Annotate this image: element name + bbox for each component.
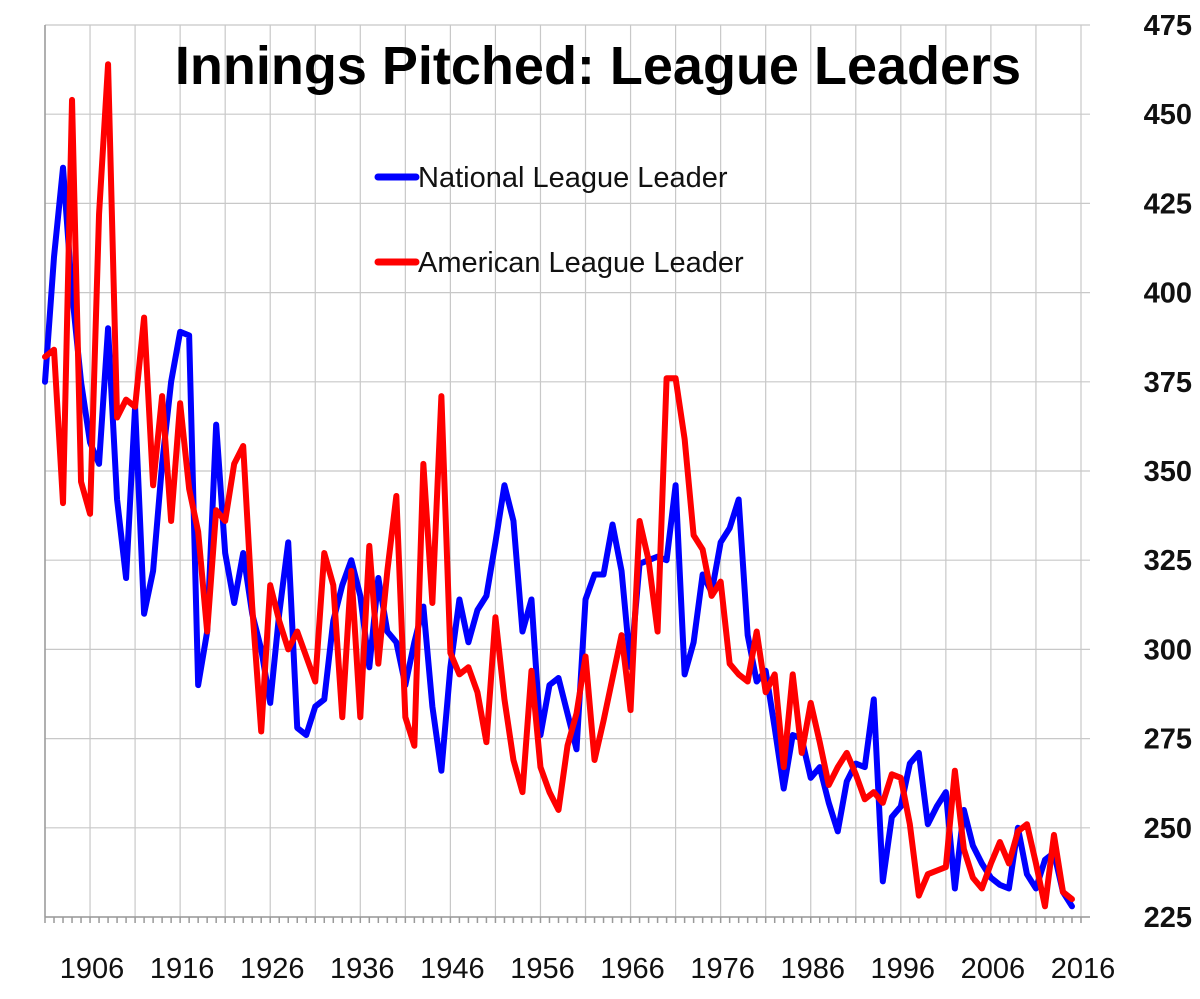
chart-axes bbox=[44, 25, 1090, 923]
y-tick-label-475: 475 bbox=[1144, 10, 1192, 42]
chart-grid bbox=[44, 24, 1090, 918]
y-tick-label-400: 400 bbox=[1144, 278, 1192, 310]
x-tick-label-1966: 1966 bbox=[600, 953, 665, 985]
chart-series bbox=[42, 61, 1075, 910]
chart-legend: National League Leader American League Le… bbox=[374, 162, 744, 279]
legend-label-american-league: American League Leader bbox=[418, 247, 744, 279]
x-tick-label-1906: 1906 bbox=[60, 953, 125, 985]
y-tick-label-375: 375 bbox=[1144, 367, 1192, 399]
x-tick-label-1956: 1956 bbox=[510, 953, 575, 985]
y-tick-label-300: 300 bbox=[1144, 634, 1192, 666]
series-line-national-league bbox=[42, 164, 1075, 910]
chart-tick-labels: 225 250 275 300 325 350 375 400 425 450 475 1906 191… bbox=[60, 10, 1192, 985]
y-tick-label-450: 450 bbox=[1144, 99, 1192, 131]
x-tick-label-1946: 1946 bbox=[420, 953, 485, 985]
x-tick-label-1986: 1986 bbox=[780, 953, 845, 985]
y-tick-label-275: 275 bbox=[1144, 724, 1192, 756]
y-tick-label-425: 425 bbox=[1144, 188, 1192, 220]
legend-label-national-league: National League Leader bbox=[418, 162, 728, 194]
x-tick-label-2016: 2016 bbox=[1051, 953, 1116, 985]
x-tick-label-1916: 1916 bbox=[150, 953, 215, 985]
y-tick-label-325: 325 bbox=[1144, 545, 1192, 577]
chart-title: Innings Pitched: League Leaders bbox=[175, 36, 1021, 96]
series-line-american-league bbox=[42, 61, 1075, 910]
y-tick-label-250: 250 bbox=[1144, 813, 1192, 845]
x-tick-label-1976: 1976 bbox=[690, 953, 755, 985]
y-tick-label-225: 225 bbox=[1144, 902, 1192, 934]
x-tick-label-1936: 1936 bbox=[330, 953, 395, 985]
x-tick-label-2006: 2006 bbox=[961, 953, 1026, 985]
x-tick-label-1926: 1926 bbox=[240, 953, 305, 985]
y-tick-label-350: 350 bbox=[1144, 456, 1192, 488]
x-tick-label-1996: 1996 bbox=[871, 953, 936, 985]
